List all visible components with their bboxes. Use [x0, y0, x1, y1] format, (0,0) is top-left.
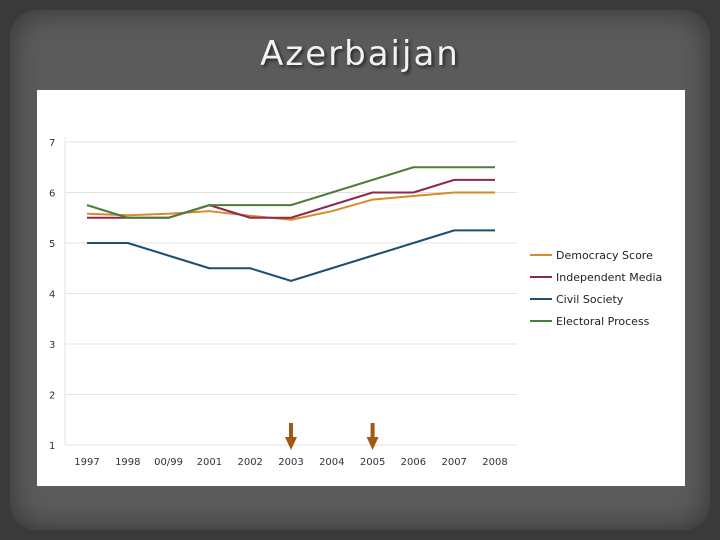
chart-legend: Democracy Score Independent Media Civil So… [530, 249, 662, 328]
x-axis-ticks: 1997 1998 00/99 2001 2002 2003 2004 2005 2006 200… [74, 457, 507, 468]
slide-title: Azerbaijan [260, 34, 460, 74]
x-tick-label: 2001 [197, 457, 222, 468]
x-tick-label: 2008 [482, 457, 507, 468]
x-tick-label: 1997 [74, 457, 99, 468]
y-tick-label: 4 [49, 290, 55, 301]
arrow-annotation-2005 [366, 423, 379, 450]
x-tick-label: 2003 [278, 457, 303, 468]
x-tick-label: 2006 [401, 457, 426, 468]
series-line-independent-media [87, 178, 495, 219]
legend-label: Electoral Process [556, 315, 650, 328]
series-line-civil-society [87, 229, 495, 282]
chart-panel: 1 2 3 4 5 6 7 1997 1998 00/99 2001 2002 2003 2004 200… [37, 90, 685, 486]
x-tick-label: 2005 [360, 457, 385, 468]
chart-series [86, 166, 495, 282]
y-tick-label: 5 [49, 239, 55, 250]
legend-item: Electoral Process [530, 315, 650, 328]
legend-item: Democracy Score [530, 249, 653, 262]
legend-label: Civil Society [556, 293, 624, 306]
legend-item: Independent Media [530, 271, 662, 284]
x-tick-label: 2002 [237, 457, 262, 468]
line-chart: 1 2 3 4 5 6 7 1997 1998 00/99 2001 2002 2003 2004 200… [49, 137, 662, 468]
chart-annotations [285, 423, 379, 450]
series-line-democracy-score [86, 191, 495, 221]
y-tick-label: 2 [49, 391, 55, 402]
x-tick-label: 1998 [115, 457, 140, 468]
y-tick-label: 1 [49, 441, 55, 452]
x-tick-label: 00/99 [154, 457, 183, 468]
legend-label: Independent Media [556, 271, 662, 284]
y-tick-label: 3 [49, 340, 55, 351]
chart-grid [64, 137, 517, 446]
y-tick-label: 6 [49, 189, 55, 200]
legend-label: Democracy Score [556, 249, 653, 262]
x-tick-label: 2004 [319, 457, 344, 468]
arrow-annotation-2003 [285, 423, 297, 450]
y-axis-ticks: 1 2 3 4 5 6 7 [49, 138, 55, 452]
series-line-electoral-process [86, 166, 495, 219]
x-tick-label: 2007 [441, 457, 466, 468]
y-tick-label: 7 [49, 138, 55, 149]
legend-item: Civil Society [530, 293, 624, 306]
